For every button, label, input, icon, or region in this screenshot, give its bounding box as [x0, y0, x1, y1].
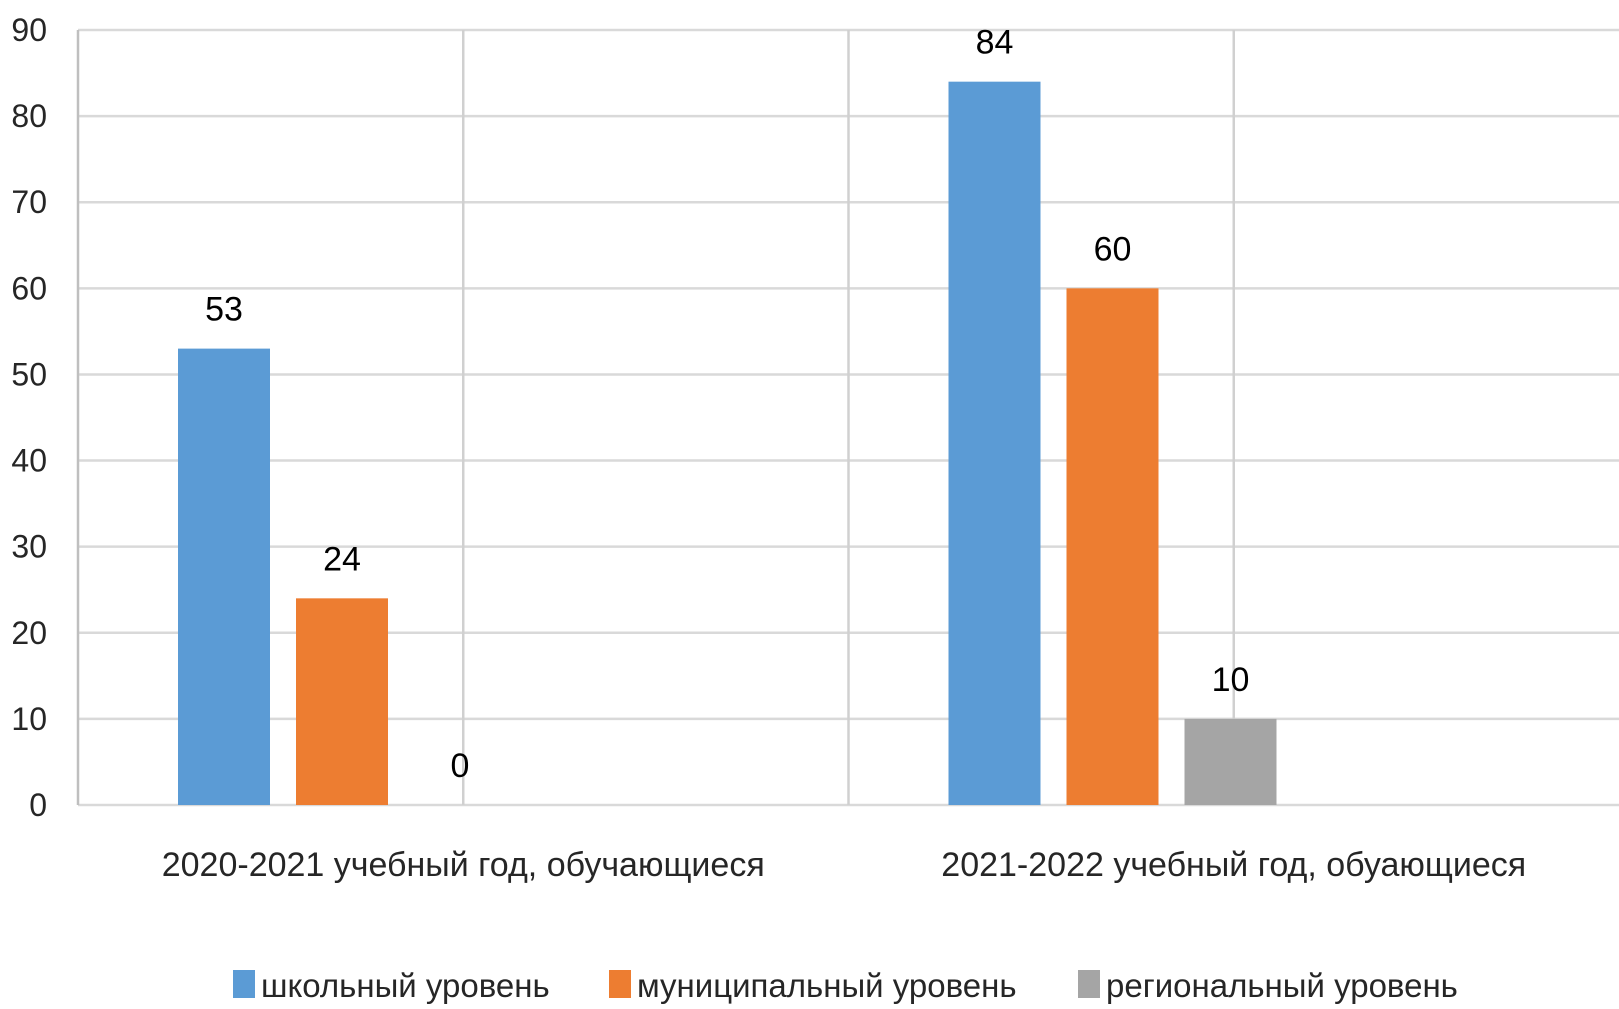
y-tick-label: 90	[11, 12, 47, 48]
bars	[178, 81, 1277, 805]
data-label: 84	[976, 24, 1014, 62]
data-labels: 53 84 24 60 0 10	[205, 24, 1249, 785]
x-axis-category-labels: 2020-2021 учебный год, обучающиеся 2021-2…	[162, 846, 1526, 884]
y-tick-label: 40	[11, 443, 47, 479]
legend-label: региональный уровень	[1106, 967, 1458, 1004]
legend: школьный уровень муниципальный уровень рег…	[233, 967, 1458, 1004]
data-label: 53	[205, 291, 243, 329]
y-tick-label: 10	[11, 701, 47, 737]
legend-swatch	[233, 970, 255, 998]
y-tick-label: 80	[11, 98, 47, 134]
x-category-label: 2021-2022 учебный год, обуающиеся	[941, 846, 1526, 884]
legend-swatch	[609, 970, 631, 998]
legend-swatch	[1078, 970, 1100, 998]
x-category-label: 2020-2021 учебный год, обучающиеся	[162, 846, 765, 884]
bar	[1184, 718, 1277, 805]
legend-label: школьный уровень	[261, 967, 550, 1004]
bar	[178, 348, 270, 805]
y-tick-label: 30	[11, 529, 47, 565]
data-label: 0	[451, 747, 470, 785]
y-tick-label: 0	[29, 787, 47, 823]
y-tick-label: 50	[11, 356, 47, 392]
y-axis-tick-labels: 0 10 20 30 40 50 60 70 80 90	[11, 12, 47, 823]
data-label: 10	[1212, 661, 1250, 699]
bar	[296, 598, 388, 805]
y-tick-label: 70	[11, 184, 47, 220]
data-label: 24	[323, 540, 361, 578]
bar	[1066, 288, 1159, 805]
legend-label: муниципальный уровень	[637, 967, 1017, 1004]
data-label: 60	[1094, 230, 1132, 268]
y-tick-label: 20	[11, 615, 47, 651]
bar	[948, 81, 1041, 805]
y-tick-label: 60	[11, 270, 47, 306]
